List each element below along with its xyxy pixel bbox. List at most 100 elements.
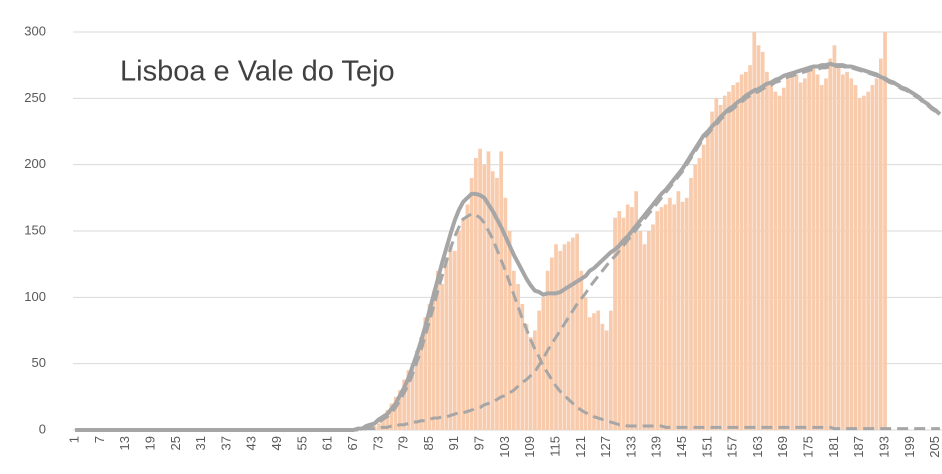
bar bbox=[862, 95, 866, 431]
bar bbox=[638, 231, 643, 430]
x-tick-label: 61 bbox=[320, 436, 335, 450]
bar bbox=[794, 74, 799, 430]
bar bbox=[499, 151, 504, 430]
bar bbox=[773, 91, 778, 430]
x-tick-label: 55 bbox=[294, 436, 309, 450]
bar bbox=[503, 197, 508, 430]
bar bbox=[680, 201, 685, 430]
bar bbox=[849, 78, 854, 430]
bar bbox=[465, 204, 470, 430]
bar bbox=[389, 403, 394, 430]
x-tick-label: 163 bbox=[750, 436, 765, 458]
bar bbox=[486, 151, 491, 430]
bar bbox=[786, 78, 790, 430]
bar bbox=[803, 78, 807, 430]
bar bbox=[815, 74, 820, 430]
bar bbox=[478, 148, 482, 430]
bar bbox=[600, 323, 605, 430]
bar bbox=[566, 241, 571, 430]
x-tick-label: 31 bbox=[193, 436, 208, 450]
bar bbox=[516, 284, 520, 430]
bar bbox=[402, 379, 407, 430]
bar bbox=[845, 71, 849, 431]
bar bbox=[659, 207, 664, 430]
x-tick-label: 49 bbox=[269, 436, 284, 450]
bar bbox=[511, 270, 516, 430]
bar bbox=[870, 85, 875, 431]
bar bbox=[587, 317, 592, 430]
bar bbox=[452, 250, 457, 430]
x-tick-label: 115 bbox=[547, 436, 562, 457]
bar bbox=[537, 310, 541, 430]
bars bbox=[364, 32, 887, 431]
bar bbox=[469, 177, 474, 430]
bar bbox=[883, 32, 887, 430]
bar bbox=[596, 310, 601, 430]
x-tick-label: 193 bbox=[876, 436, 891, 458]
bar bbox=[646, 231, 651, 430]
labels: 0 50 100 150 200 250 300 1 7 13 19 25 31 37 43 49 55 61 67… bbox=[24, 23, 942, 457]
grid bbox=[73, 31, 942, 431]
bar bbox=[558, 250, 563, 430]
y-tick-label: 100 bbox=[24, 289, 46, 304]
bar bbox=[689, 177, 693, 430]
bar bbox=[613, 217, 617, 430]
x-tick-label: 139 bbox=[649, 436, 664, 458]
bar bbox=[748, 65, 752, 431]
bar bbox=[575, 233, 579, 430]
bar bbox=[520, 303, 525, 430]
bar bbox=[714, 98, 719, 430]
x-tick-label: 79 bbox=[396, 436, 411, 450]
line bbox=[75, 61, 942, 432]
x-tick-label: 103 bbox=[497, 436, 512, 458]
bar bbox=[743, 71, 748, 431]
x-tick-label: 109 bbox=[522, 436, 537, 458]
bar bbox=[841, 74, 845, 430]
bar bbox=[756, 45, 761, 431]
bar bbox=[710, 111, 714, 430]
bar bbox=[651, 224, 655, 430]
x-tick-label: 175 bbox=[801, 436, 816, 458]
bar bbox=[828, 58, 833, 431]
bar bbox=[398, 390, 402, 430]
bar bbox=[482, 164, 487, 430]
x-tick-label: 133 bbox=[623, 436, 638, 458]
bar bbox=[528, 337, 533, 430]
x-tick-label: 151 bbox=[699, 436, 714, 458]
bar bbox=[583, 297, 588, 430]
x-tick-label: 187 bbox=[851, 436, 866, 458]
bar bbox=[474, 158, 478, 431]
bar bbox=[385, 410, 390, 430]
bar bbox=[562, 244, 567, 430]
bar bbox=[642, 244, 647, 430]
y-tick-label: 150 bbox=[24, 222, 46, 237]
bar bbox=[444, 257, 449, 430]
y-tick-label: 300 bbox=[24, 23, 46, 38]
bar bbox=[878, 58, 883, 431]
bar bbox=[706, 131, 710, 430]
bar bbox=[634, 191, 639, 430]
x-tick-label: 91 bbox=[446, 436, 461, 450]
bar bbox=[739, 74, 744, 430]
bar bbox=[436, 270, 440, 430]
bar bbox=[693, 164, 698, 430]
bar bbox=[760, 51, 765, 431]
bar bbox=[440, 284, 444, 430]
y-tick-label: 200 bbox=[24, 156, 46, 171]
lines bbox=[75, 61, 942, 432]
bar bbox=[617, 211, 622, 430]
bar bbox=[701, 144, 706, 430]
bar bbox=[549, 257, 554, 430]
bar bbox=[722, 95, 727, 431]
bar bbox=[752, 32, 757, 430]
x-tick-label: 169 bbox=[775, 436, 790, 458]
bar bbox=[718, 104, 723, 430]
bar bbox=[419, 337, 423, 430]
bar bbox=[625, 204, 630, 430]
x-tick-label: 199 bbox=[902, 436, 917, 458]
bar bbox=[836, 65, 841, 431]
y-tick-label: 50 bbox=[32, 355, 46, 370]
x-tick-label: 127 bbox=[598, 436, 613, 458]
y-tick-label: 0 bbox=[39, 421, 46, 436]
bar bbox=[832, 45, 837, 431]
